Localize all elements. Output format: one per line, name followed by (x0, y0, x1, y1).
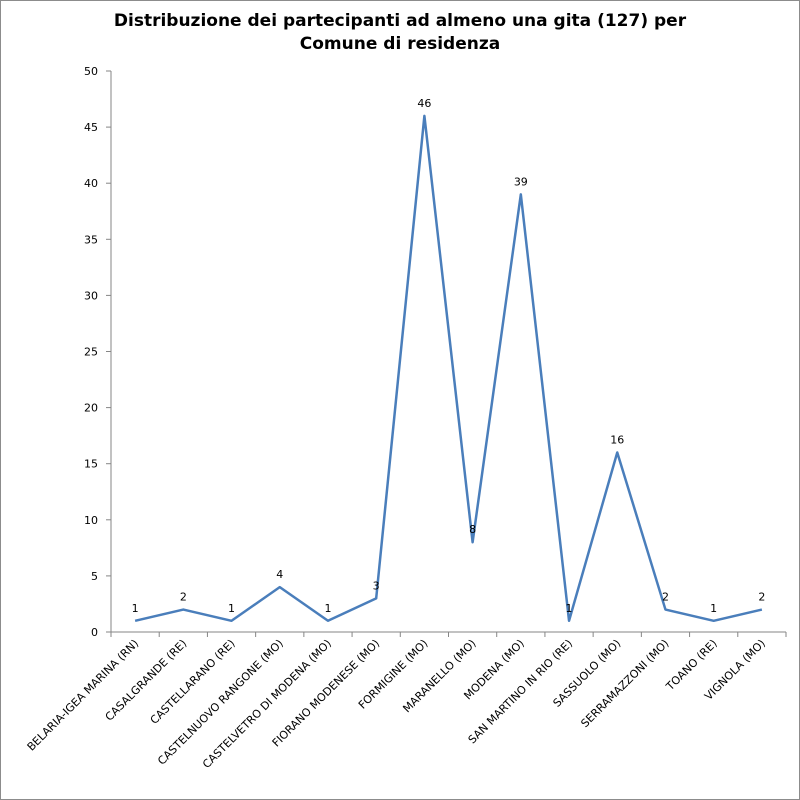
chart-title-line-2: Comune di residenza (299, 34, 501, 54)
y-tick-label: 5 (91, 570, 98, 583)
y-tick-label: 20 (84, 402, 98, 415)
data-label: 1 (566, 602, 573, 615)
x-category-label: SERRAMAZZONI (MO) (578, 637, 671, 730)
data-label: 8 (469, 523, 476, 536)
y-axis-ticks: 0 5 10 15 20 25 30 35 40 45 50 (84, 65, 111, 639)
x-category-label: CASTELLARANO (RE) (148, 637, 238, 727)
data-label: 2 (758, 591, 765, 604)
y-tick-label: 45 (84, 121, 98, 134)
series-line (134, 114, 763, 623)
axes-layer (110, 71, 786, 633)
data-label: 2 (662, 591, 669, 604)
chart-title: Distribuzione dei partecipanti ad almeno… (0, 10, 800, 56)
y-tick-label: 10 (84, 514, 98, 527)
y-tick-label: 30 (84, 289, 98, 302)
x-category-label: CASALGRANDE (RE) (103, 637, 190, 724)
series-layer (134, 114, 763, 623)
y-tick-label: 40 (84, 177, 98, 190)
data-label: 1 (324, 602, 331, 615)
chart-title-line-1: Distribuzione dei partecipanti ad almeno… (113, 11, 687, 31)
x-axis-categories: BELARIA-IGEA MARINA (RN)CASALGRANDE (RE)… (25, 632, 787, 771)
data-label: 1 (710, 602, 717, 615)
data-label: 2 (180, 591, 187, 604)
data-label: 4 (276, 568, 283, 581)
data-label: 46 (417, 97, 431, 110)
y-tick-label: 35 (84, 233, 98, 246)
data-label: 1 (228, 602, 235, 615)
data-label: 1 (132, 602, 139, 615)
y-tick-label: 50 (84, 65, 98, 78)
data-label: 3 (373, 579, 380, 592)
y-tick-label: 25 (84, 346, 98, 359)
y-tick-label: 15 (84, 458, 98, 471)
data-label: 39 (514, 175, 528, 188)
data-label: 16 (610, 433, 624, 446)
y-tick-label: 0 (91, 626, 98, 639)
data-labels: 1 2 1 4 1 3 46 8 39 1 16 2 1 2 (132, 97, 766, 615)
